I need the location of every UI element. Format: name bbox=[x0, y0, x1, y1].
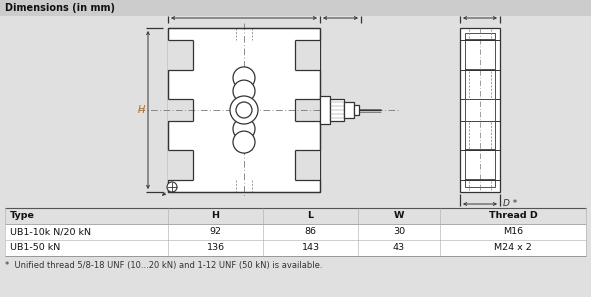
Text: D *: D * bbox=[503, 200, 517, 208]
Bar bbox=[460, 28, 500, 192]
Bar bbox=[295, 99, 320, 121]
Text: L: L bbox=[241, 6, 246, 16]
Circle shape bbox=[233, 80, 255, 102]
Circle shape bbox=[233, 67, 255, 89]
Text: *  Unified thread 5/8-18 UNF (10...20 kN) and 1-12 UNF (50 kN) is available.: * Unified thread 5/8-18 UNF (10...20 kN)… bbox=[5, 261, 323, 270]
Text: 143: 143 bbox=[301, 244, 320, 252]
Circle shape bbox=[236, 102, 252, 118]
Text: M24 x 2: M24 x 2 bbox=[494, 244, 532, 252]
Bar bbox=[320, 96, 330, 124]
Circle shape bbox=[167, 182, 177, 192]
Bar bbox=[344, 102, 354, 118]
Text: Dimensions (in mm): Dimensions (in mm) bbox=[5, 3, 115, 13]
Text: 30: 30 bbox=[393, 228, 405, 236]
Text: Type: Type bbox=[10, 211, 35, 220]
Text: M16: M16 bbox=[503, 228, 523, 236]
Text: Thread D: Thread D bbox=[489, 211, 537, 220]
Bar bbox=[465, 33, 495, 187]
Text: 43: 43 bbox=[393, 244, 405, 252]
Text: 92: 92 bbox=[209, 228, 222, 236]
Text: 41: 41 bbox=[335, 6, 347, 16]
Text: W: W bbox=[394, 211, 404, 220]
Bar bbox=[330, 99, 344, 121]
Bar bbox=[168, 99, 193, 121]
Text: H: H bbox=[138, 105, 145, 115]
Text: L: L bbox=[307, 211, 313, 220]
Bar bbox=[168, 40, 193, 70]
Bar bbox=[0, 0, 591, 16]
Bar bbox=[295, 40, 320, 70]
Text: H: H bbox=[212, 211, 219, 220]
Circle shape bbox=[233, 131, 255, 153]
Text: UB1-50 kN: UB1-50 kN bbox=[10, 244, 60, 252]
Bar bbox=[5, 208, 586, 224]
Bar bbox=[5, 208, 586, 256]
Text: 86: 86 bbox=[304, 228, 317, 236]
Circle shape bbox=[233, 118, 255, 140]
Bar bbox=[168, 28, 320, 192]
Text: 136: 136 bbox=[206, 244, 225, 252]
Bar bbox=[295, 150, 320, 180]
Bar bbox=[354, 105, 359, 115]
Text: W: W bbox=[475, 6, 485, 16]
Text: UB1-10k N/20 kN: UB1-10k N/20 kN bbox=[10, 228, 91, 236]
Circle shape bbox=[230, 96, 258, 124]
Bar bbox=[168, 150, 193, 180]
